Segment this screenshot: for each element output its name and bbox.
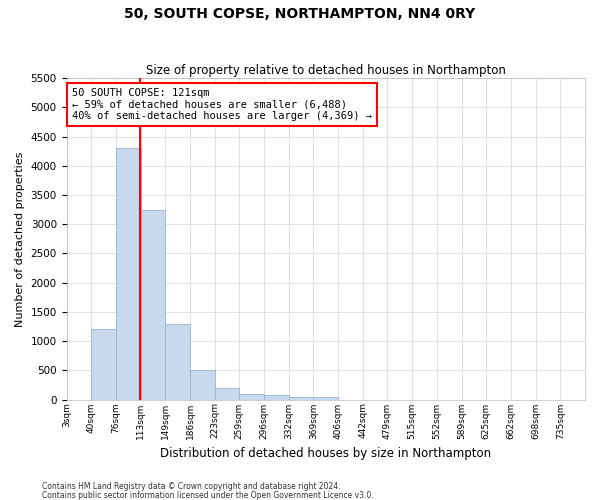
- Bar: [190, 370, 215, 400]
- Bar: [140, 210, 165, 400]
- Title: Size of property relative to detached houses in Northampton: Size of property relative to detached ho…: [146, 64, 506, 77]
- Bar: [215, 388, 239, 400]
- Bar: [289, 396, 313, 400]
- Text: Contains HM Land Registry data © Crown copyright and database right 2024.: Contains HM Land Registry data © Crown c…: [42, 482, 341, 491]
- Bar: [239, 394, 264, 400]
- Y-axis label: Number of detached properties: Number of detached properties: [15, 151, 25, 326]
- Bar: [264, 395, 289, 400]
- X-axis label: Distribution of detached houses by size in Northampton: Distribution of detached houses by size …: [160, 447, 491, 460]
- Bar: [165, 324, 190, 400]
- Text: 50 SOUTH COPSE: 121sqm
← 59% of detached houses are smaller (6,488)
40% of semi-: 50 SOUTH COPSE: 121sqm ← 59% of detached…: [72, 88, 372, 121]
- Text: Contains public sector information licensed under the Open Government Licence v3: Contains public sector information licen…: [42, 490, 374, 500]
- Bar: [116, 148, 140, 400]
- Text: 50, SOUTH COPSE, NORTHAMPTON, NN4 0RY: 50, SOUTH COPSE, NORTHAMPTON, NN4 0RY: [124, 8, 476, 22]
- Bar: [91, 330, 116, 400]
- Bar: [313, 396, 338, 400]
